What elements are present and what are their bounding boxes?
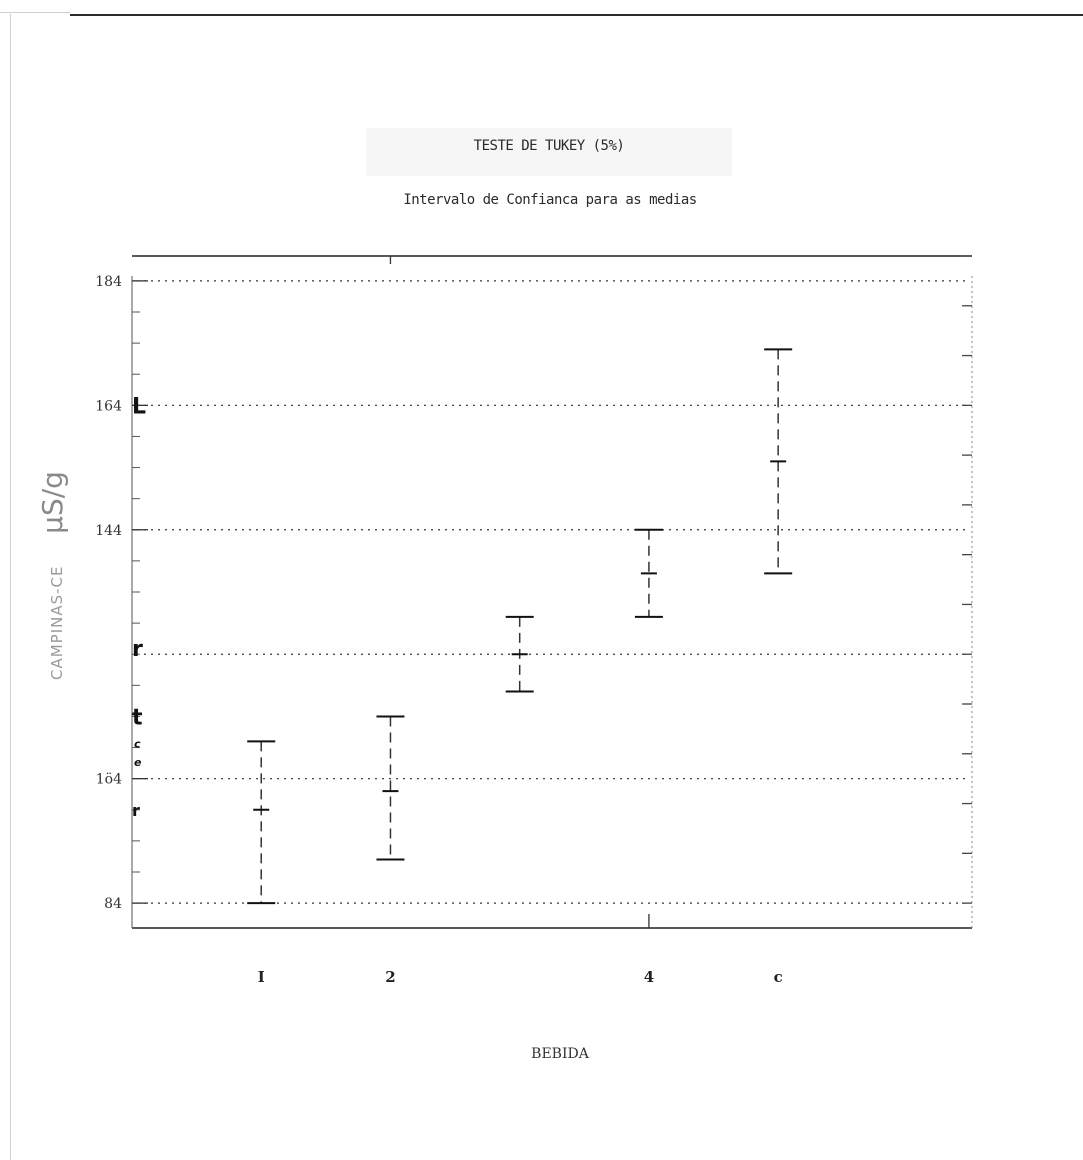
y-tick-label: 164 xyxy=(95,398,122,414)
stray-mark: L xyxy=(132,394,146,419)
y-tick-label: 1ö4 xyxy=(96,772,122,788)
stray-mark: r xyxy=(132,801,140,820)
chart-title-box: TESTE DE TUKEY (5%) xyxy=(366,128,732,176)
y-tick-label: 184 xyxy=(95,274,122,290)
y-tick-label: 84 xyxy=(104,896,122,912)
y-tick-label: 144 xyxy=(95,523,122,539)
x-tick-label: c xyxy=(774,968,783,986)
x-tick-label: 4 xyxy=(644,968,654,986)
chart-subtitle: Intervalo de Confianca para as medias xyxy=(403,192,697,208)
stray-mark: t xyxy=(132,705,143,730)
x-tick-label: 2 xyxy=(385,968,395,986)
top-rule-faint xyxy=(0,12,70,13)
x-axis-label: BEBIDA xyxy=(531,1046,589,1062)
left-margin-rule xyxy=(10,14,11,1160)
stray-small-mark: e xyxy=(134,756,142,769)
stray-mark: r xyxy=(132,637,143,662)
chart-title: TESTE DE TUKEY (5%) xyxy=(473,138,625,154)
x-tick-label: I xyxy=(258,968,265,986)
stray-small-mark: c xyxy=(134,738,141,751)
top-rule xyxy=(70,14,1083,16)
